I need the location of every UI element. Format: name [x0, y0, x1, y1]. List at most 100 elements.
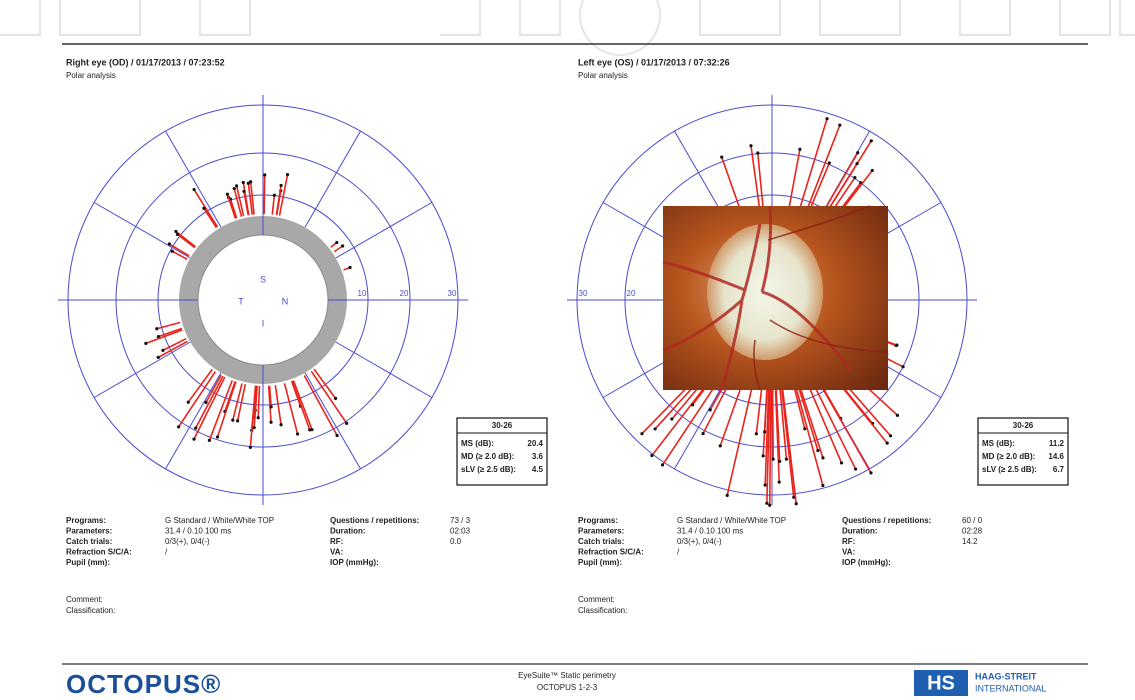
- panel-subtitle: Polar analysis: [578, 71, 628, 80]
- defect-ray: [162, 337, 187, 352]
- info-value: G Standard / White/White TOP: [677, 516, 786, 525]
- defect-ray: [313, 368, 337, 399]
- inner-disc: [197, 234, 329, 366]
- defect-ray: [756, 152, 765, 215]
- ray-tip: [348, 265, 352, 270]
- ray-tip: [204, 400, 208, 404]
- comment-label: Comment:: [66, 595, 103, 604]
- info-label: RF:: [842, 537, 855, 546]
- ray-tip: [246, 181, 250, 185]
- defect-ray: [157, 340, 188, 359]
- ray-tip: [263, 173, 267, 177]
- defect-ray: [145, 329, 183, 345]
- ray-tip: [333, 396, 338, 400]
- ray-tip: [156, 355, 160, 359]
- ray-tip: [855, 161, 859, 166]
- ray-tip: [895, 413, 900, 417]
- ray-tip: [670, 417, 674, 421]
- polar-spoke: [165, 130, 222, 228]
- defect-ray: [766, 385, 771, 504]
- product: EyeSuite™ Static perimetry: [518, 671, 616, 680]
- defect-ray: [780, 385, 795, 498]
- scale-label: 30: [579, 289, 588, 298]
- defect-ray: [235, 185, 245, 217]
- info-label: Pupil (mm):: [66, 558, 110, 567]
- info-value: 73 / 3: [450, 516, 471, 525]
- defect-ray: [193, 189, 219, 228]
- summary-box: [456, 417, 548, 486]
- defect-ray: [809, 376, 857, 470]
- ray-tip: [155, 327, 159, 331]
- info-value: 02:03: [450, 527, 471, 536]
- ray-tip: [825, 117, 829, 121]
- ray-tip: [763, 483, 767, 487]
- quadrant-label: T: [238, 296, 244, 306]
- summary-label: MD (≥ 2.0 dB):: [461, 452, 514, 461]
- ray-tip: [691, 403, 695, 407]
- defect-ray: [763, 385, 769, 432]
- ray-tip: [242, 189, 246, 193]
- defect-ray: [195, 375, 224, 429]
- defect-ray: [755, 385, 763, 434]
- defect-ray: [283, 383, 299, 435]
- defect-ray: [177, 371, 217, 428]
- ray-tip: [144, 341, 148, 346]
- defect-ray: [268, 385, 272, 407]
- defect-ray: [291, 380, 311, 431]
- ray-tip: [269, 420, 273, 424]
- defect-ray: [175, 230, 196, 248]
- ray-tip: [768, 503, 772, 507]
- info-value: 60 / 0: [962, 516, 983, 525]
- ray-tip: [236, 419, 240, 423]
- defect-ray: [176, 233, 196, 249]
- defect-ray: [750, 145, 762, 215]
- ray-tip: [186, 400, 190, 404]
- ray-tip: [192, 437, 196, 441]
- defect-ray: [719, 380, 744, 447]
- polar-spoke: [165, 372, 222, 470]
- info-value: 0/3(+), 0/4(-): [165, 537, 210, 546]
- logo-mark: HS: [927, 672, 955, 694]
- ray-tip: [310, 428, 314, 432]
- ray-tip: [225, 192, 230, 196]
- summary-label: MS (dB):: [982, 439, 1015, 448]
- defect-ray: [333, 245, 344, 253]
- ray-tip: [784, 457, 789, 461]
- summary-header: 30-26: [492, 421, 513, 430]
- ray-tip: [175, 232, 179, 236]
- ray-tip: [839, 461, 844, 465]
- defect-ray: [187, 368, 213, 403]
- polar-spoke: [93, 341, 191, 398]
- defect-ray: [793, 382, 824, 486]
- ray-tip: [794, 502, 798, 506]
- defect-ray: [233, 188, 243, 217]
- classification-label: Classification:: [66, 606, 115, 615]
- ray-tip: [256, 416, 260, 420]
- defect-ray: [267, 385, 272, 423]
- summary-label: MS (dB):: [461, 439, 494, 448]
- info-label: Programs:: [578, 516, 618, 525]
- defect-ray: [771, 385, 774, 460]
- defect-ray: [156, 321, 181, 330]
- defect-ray: [236, 383, 247, 422]
- defect-ray: [257, 385, 261, 418]
- ray-tip: [725, 493, 729, 497]
- summary-box: [977, 417, 1069, 486]
- defect-ray: [171, 250, 188, 260]
- ray-tip: [161, 348, 165, 352]
- ray-tip: [285, 173, 290, 177]
- defect-ray: [303, 375, 338, 436]
- defect-ray: [247, 183, 254, 215]
- ray-tip: [341, 244, 345, 248]
- quadrant-label: I: [262, 318, 265, 328]
- company-logo: HS HAAG-STREIT INTERNATIONAL: [914, 670, 1046, 696]
- ray-tip: [701, 431, 705, 436]
- scale-label: 20: [627, 289, 636, 298]
- defect-ray: [229, 198, 238, 219]
- ray-tip: [231, 418, 235, 422]
- ray-tip: [761, 454, 765, 458]
- polar-spoke: [304, 130, 361, 228]
- ray-tip: [279, 423, 283, 427]
- info-label: Questions / repetitions:: [330, 516, 419, 525]
- scale-label: 20: [400, 289, 409, 298]
